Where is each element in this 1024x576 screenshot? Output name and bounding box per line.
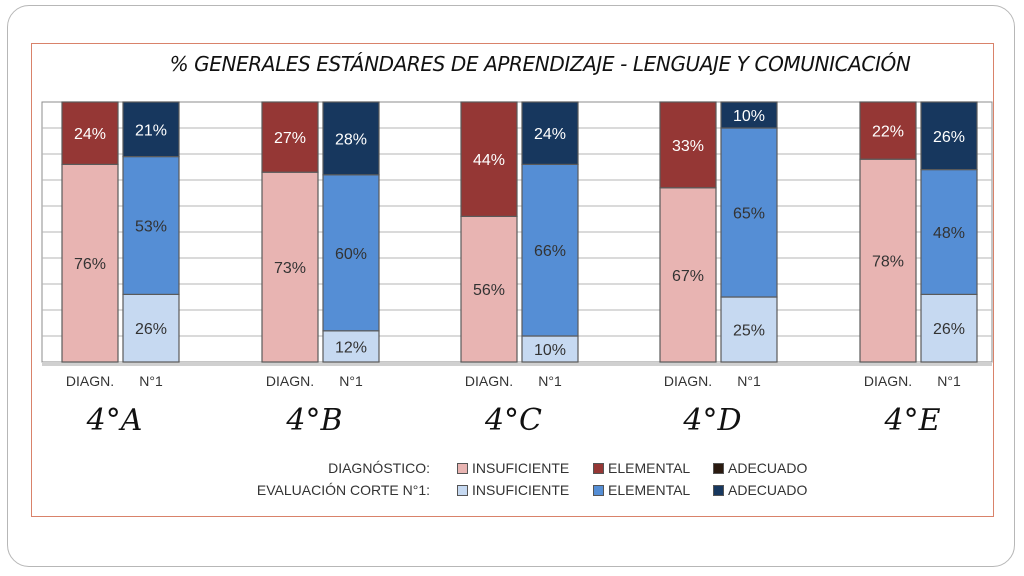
- legend-row-diagnostico: DIAGNÓSTICO: INSUFICIENTE ELEMENTAL ADEC…: [200, 460, 840, 480]
- corte-bar-value-label: 24%: [534, 126, 566, 143]
- diagnostico-bar-value-label: 78%: [872, 254, 904, 271]
- corte-bar-value-label: 10%: [733, 108, 765, 125]
- legend-row-corte: EVALUACIÓN CORTE N°1: INSUFICIENTE ELEME…: [200, 482, 840, 502]
- corte-bar-segment: [920, 101, 978, 171]
- x-tick-label: N°1: [538, 373, 562, 389]
- legend-item: ADECUADO: [713, 482, 807, 498]
- group-label: 4°B: [285, 403, 342, 438]
- corte-bar-value-label: 60%: [335, 246, 367, 263]
- corte-bar-segment: [521, 101, 579, 166]
- corte-bar-segment: [122, 101, 180, 158]
- x-tick-label: DIAGN.: [266, 373, 314, 389]
- corte-bar-value-label: 26%: [135, 321, 167, 338]
- diagnostico-bar-segment: [261, 101, 319, 173]
- diagnostico-bar-value-label: 76%: [74, 256, 106, 273]
- chart-title: % GENERALES ESTÁNDARES DE APRENDIZAJE - …: [169, 52, 911, 76]
- corte-bar-value-label: 25%: [733, 323, 765, 340]
- corte-bar-value-label: 26%: [933, 321, 965, 338]
- corte-bar-value-label: 26%: [933, 129, 965, 146]
- corte-bar-value-label: 65%: [733, 206, 765, 223]
- group-label: 4°D: [682, 403, 741, 438]
- corte-bar-segment: [521, 335, 579, 363]
- diagnostico-bar-segment: [859, 101, 917, 160]
- corte-bar-segment: [322, 101, 380, 176]
- corte-bar-value-label: 10%: [534, 342, 566, 359]
- corte-bar-segment: [720, 101, 778, 129]
- legend-swatch: [713, 484, 724, 496]
- corte-bar-segment: [920, 169, 978, 296]
- legend-item: ELEMENTAL: [593, 460, 690, 476]
- diagnostico-bar-value-label: 56%: [473, 282, 505, 299]
- x-tick-label: N°1: [937, 373, 961, 389]
- diagnostico-bar-value-label: 24%: [74, 126, 106, 143]
- corte-bar-segment: [122, 156, 180, 296]
- diagnostico-bar-segment: [460, 215, 518, 363]
- diagnostico-bar-segment: [859, 158, 917, 363]
- legend-item-label: ELEMENTAL: [608, 482, 691, 498]
- diagnostico-bar-segment: [61, 163, 119, 363]
- x-tick-label: N°1: [139, 373, 163, 389]
- diagnostico-bar-value-label: 27%: [274, 130, 306, 147]
- diagnostico-bar-segment: [659, 101, 717, 189]
- legend-item-label: ADECUADO: [728, 460, 808, 476]
- group-label: 4°C: [484, 403, 542, 438]
- legend-item: ADECUADO: [713, 460, 807, 476]
- corte-bar-segment: [720, 296, 778, 363]
- diagnostico-bar-value-label: 33%: [672, 138, 704, 155]
- x-tick-label: DIAGN.: [66, 373, 114, 389]
- legend-item: ELEMENTAL: [593, 482, 690, 498]
- x-tick-label: N°1: [339, 373, 363, 389]
- legend-item-label: INSUFICIENTE: [472, 460, 570, 476]
- legend-swatch: [593, 462, 604, 474]
- legend-item-label: ELEMENTAL: [608, 460, 691, 476]
- corte-bar-value-label: 12%: [335, 339, 367, 356]
- group-label: 4°E: [884, 403, 941, 438]
- legend-swatch: [593, 484, 604, 496]
- diagnostico-bar-segment: [261, 171, 319, 363]
- group-label: 4°A: [86, 403, 143, 438]
- diagnostico-bar-value-label: 73%: [274, 260, 306, 277]
- corte-bar-value-label: 48%: [933, 225, 965, 242]
- legend-swatch: [457, 462, 468, 474]
- diagnostico-bar-value-label: 44%: [473, 152, 505, 169]
- x-tick-label: N°1: [737, 373, 761, 389]
- diagnostico-bar-value-label: 67%: [672, 268, 704, 285]
- corte-bar-segment: [322, 330, 380, 363]
- x-tick-label: DIAGN.: [465, 373, 513, 389]
- x-tick-label: DIAGN.: [864, 373, 912, 389]
- corte-bar-value-label: 28%: [335, 131, 367, 148]
- legend-item-label: INSUFICIENTE: [472, 482, 570, 498]
- diagnostico-bar-segment: [460, 101, 518, 218]
- legend-swatch: [457, 484, 468, 496]
- legend-item: INSUFICIENTE: [457, 460, 569, 476]
- legend-label: DIAGNÓSTICO:: [328, 460, 430, 476]
- corte-bar-segment: [720, 127, 778, 298]
- legend-item-label: ADECUADO: [728, 482, 808, 498]
- diagnostico-bar-segment: [659, 187, 717, 363]
- legend-label: EVALUACIÓN CORTE N°1:: [256, 482, 430, 498]
- x-tick-label: DIAGN.: [664, 373, 712, 389]
- corte-bar-value-label: 21%: [135, 122, 167, 139]
- corte-bar-segment: [521, 163, 579, 337]
- legend-item: INSUFICIENTE: [457, 482, 569, 498]
- diagnostico-bar-segment: [61, 101, 119, 166]
- diagnostico-bar-value-label: 22%: [872, 124, 904, 141]
- corte-bar-value-label: 53%: [135, 219, 167, 236]
- plot-floor: [42, 362, 992, 366]
- legend-swatch: [713, 462, 724, 474]
- corte-bar-value-label: 66%: [534, 243, 566, 260]
- corte-bar-segment: [122, 293, 180, 363]
